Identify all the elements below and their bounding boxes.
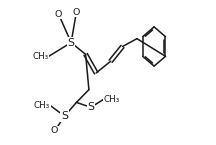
- Text: CH₃: CH₃: [103, 95, 120, 104]
- Text: O: O: [51, 126, 58, 135]
- Text: CH₃: CH₃: [32, 52, 49, 61]
- Text: O: O: [73, 8, 80, 17]
- Text: CH₃: CH₃: [34, 101, 50, 110]
- Text: S: S: [61, 111, 68, 121]
- Text: S: S: [68, 38, 75, 48]
- Text: S: S: [87, 102, 94, 112]
- Text: O: O: [55, 10, 62, 19]
